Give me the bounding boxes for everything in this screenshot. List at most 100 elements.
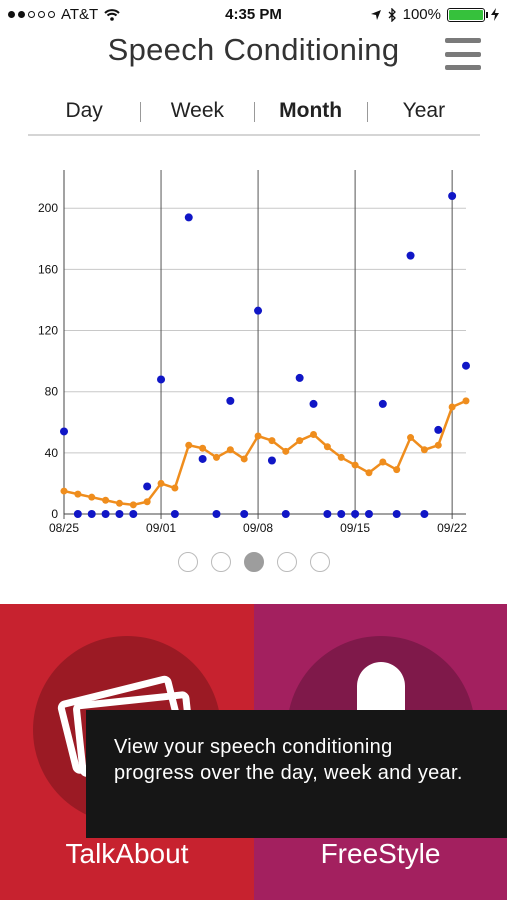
daily-scatter-series — [60, 191, 470, 518]
daily-point — [115, 510, 124, 518]
average-point — [171, 484, 179, 492]
daily-point — [378, 399, 387, 408]
daily-point — [420, 510, 429, 518]
tab-day[interactable]: Day — [65, 99, 103, 122]
average-point — [226, 446, 234, 454]
daily-point — [392, 510, 401, 518]
average-point — [296, 437, 304, 445]
average-point — [434, 441, 442, 449]
daily-point — [267, 456, 276, 465]
chart-grid — [63, 170, 466, 515]
average-point — [337, 453, 345, 461]
clock-label: 4:35 PM — [225, 6, 282, 23]
average-point — [351, 461, 359, 469]
average-point — [74, 490, 82, 498]
progress-chart: 0 40 80 120 160 200 08/25 09/01 09/08 09/15 09/22 — [38, 170, 470, 535]
y-tick-label: 200 — [38, 201, 58, 215]
daily-point — [448, 191, 457, 200]
average-point — [60, 487, 68, 495]
average-point — [212, 453, 220, 461]
tab-divider — [140, 102, 142, 122]
daily-point — [226, 396, 235, 405]
average-point — [268, 437, 276, 445]
daily-point — [143, 482, 152, 491]
x-tick-label: 09/15 — [340, 521, 370, 535]
tab-month[interactable]: Month — [279, 99, 343, 122]
pager-dot[interactable] — [309, 552, 330, 572]
x-tick-label: 08/25 — [49, 521, 79, 535]
daily-point — [254, 306, 263, 315]
pager-dot[interactable] — [243, 552, 264, 572]
status-left: AT&T — [8, 6, 120, 23]
daily-point — [351, 510, 360, 518]
signal-strength-icon — [8, 11, 55, 18]
daily-point — [101, 510, 110, 518]
daily-point — [60, 427, 68, 436]
average-point — [157, 479, 165, 487]
y-tick-label: 160 — [38, 262, 58, 276]
average-point — [462, 397, 470, 405]
average-point — [254, 432, 262, 440]
daily-point — [462, 361, 470, 370]
battery-percent: 100% — [402, 6, 441, 23]
daily-point — [337, 510, 346, 518]
average-point — [323, 443, 331, 451]
x-tick-label: 09/22 — [437, 521, 467, 535]
pager-dot[interactable] — [210, 552, 231, 572]
average-point — [365, 469, 373, 477]
pager-dot[interactable] — [177, 552, 198, 572]
daily-point — [364, 510, 373, 518]
daily-point — [87, 510, 96, 518]
tab-year[interactable]: Year — [402, 99, 446, 122]
average-point — [393, 466, 401, 474]
y-tick-label: 80 — [45, 385, 59, 399]
status-bar: AT&T 4:35 PM 100% — [0, 0, 507, 30]
average-point — [379, 458, 387, 466]
location-arrow-icon — [370, 9, 381, 20]
average-point — [88, 493, 96, 501]
average-point — [448, 403, 456, 411]
average-point — [185, 441, 193, 449]
daily-point — [198, 454, 207, 463]
daily-point — [212, 510, 221, 518]
y-tick-label: 40 — [45, 446, 59, 460]
onboarding-tooltip[interactable]: View your speech conditioning progress o… — [86, 710, 507, 838]
chart-pager — [0, 552, 507, 572]
y-tick-label: 0 — [51, 507, 58, 521]
average-point — [143, 498, 151, 506]
average-point — [115, 499, 123, 507]
page-title: Speech Conditioning — [107, 32, 400, 67]
talkabout-label: TalkAbout — [65, 838, 189, 869]
daily-point — [170, 510, 179, 518]
daily-point — [323, 510, 332, 518]
daily-point — [129, 510, 138, 518]
daily-point — [295, 373, 304, 382]
average-point — [199, 444, 207, 452]
average-point — [240, 455, 248, 463]
daily-point — [406, 251, 415, 260]
average-line-series — [60, 397, 470, 509]
status-right: 100% — [370, 6, 499, 23]
y-tick-label: 120 — [38, 324, 58, 338]
bluetooth-icon — [388, 7, 396, 22]
charging-bolt-icon — [491, 8, 499, 21]
daily-point — [240, 510, 249, 518]
chart-axes: 0 40 80 120 160 200 08/25 09/01 09/08 09/15 09/22 — [38, 170, 467, 535]
tab-divider — [253, 102, 255, 122]
average-point — [129, 501, 137, 509]
daily-point — [281, 510, 290, 518]
tooltip-text: View your speech conditioning progress o… — [114, 736, 463, 784]
x-tick-label: 09/08 — [243, 521, 273, 535]
daily-point — [157, 375, 166, 384]
hamburger-menu-icon[interactable] — [445, 38, 481, 70]
daily-point — [184, 213, 193, 222]
freestyle-label: FreeStyle — [320, 838, 441, 869]
pager-dot[interactable] — [276, 552, 297, 572]
tab-week[interactable]: Week — [170, 99, 225, 122]
tab-divider — [366, 102, 368, 122]
period-tabs: Day Week Month Year — [28, 92, 480, 136]
average-point — [310, 430, 318, 438]
average-point — [407, 434, 415, 442]
x-tick-label: 09/01 — [146, 521, 176, 535]
average-point — [282, 447, 290, 455]
